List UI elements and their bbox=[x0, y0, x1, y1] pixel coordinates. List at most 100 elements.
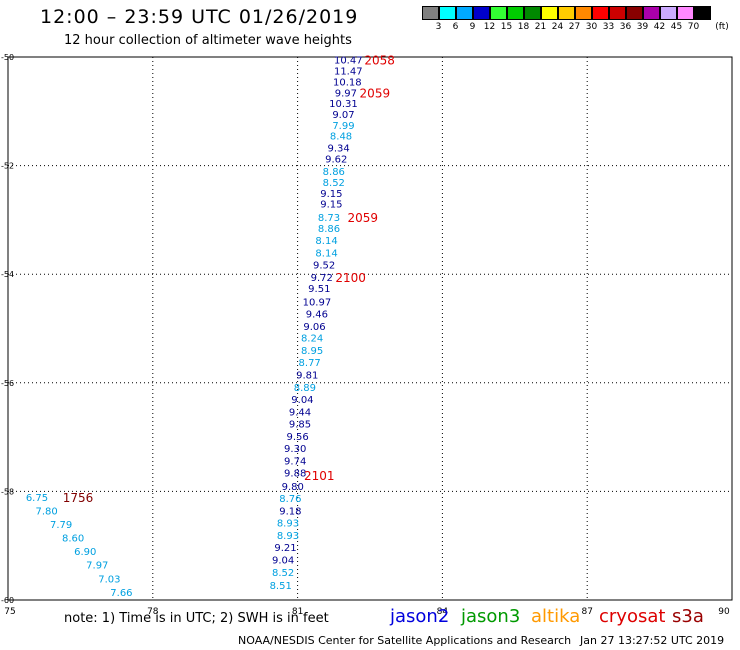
wave-height-point: 9.74 bbox=[284, 456, 306, 467]
scale-swatch bbox=[643, 6, 660, 20]
scale-swatch bbox=[592, 6, 609, 20]
wave-height-point: 9.97 bbox=[335, 88, 357, 99]
wave-height-point: 7.03 bbox=[98, 574, 120, 585]
scale-swatch bbox=[507, 6, 524, 20]
scale-swatch bbox=[490, 6, 507, 20]
wave-height-point: 9.06 bbox=[303, 322, 325, 333]
satellite-legend-item: jason3 bbox=[461, 606, 521, 627]
x-tick-label: 87 bbox=[581, 607, 592, 617]
scale-label: 12 bbox=[483, 22, 496, 32]
chart-title: 12:00 – 23:59 UTC 01/26/2019 bbox=[40, 6, 359, 28]
wave-height-point: 8.24 bbox=[301, 334, 323, 345]
wave-height-point: 8.93 bbox=[277, 518, 299, 529]
x-tick-label: 81 bbox=[292, 607, 303, 617]
scale-label: 3 bbox=[435, 22, 442, 32]
scale-swatch bbox=[439, 6, 456, 20]
scale-label: 36 bbox=[619, 22, 632, 32]
y-tick-label: -54 bbox=[1, 270, 14, 279]
scale-label: 24 bbox=[551, 22, 564, 32]
wave-height-point: 9.62 bbox=[325, 155, 347, 166]
wave-height-point: 9.15 bbox=[320, 189, 342, 200]
wave-height-point: 9.30 bbox=[284, 444, 306, 455]
satellite-legend-item: jason2 bbox=[390, 606, 450, 627]
wave-height-point: 8.60 bbox=[62, 534, 84, 545]
scale-swatch bbox=[456, 6, 473, 20]
wave-height-point: 9.52 bbox=[313, 260, 335, 271]
wave-height-point: 9.85 bbox=[289, 420, 311, 431]
wave-height-point: 10.31 bbox=[329, 99, 358, 110]
scale-swatch bbox=[609, 6, 626, 20]
footnote: note: 1) Time is in UTC; 2) SWH is in fe… bbox=[64, 611, 329, 626]
scale-swatch bbox=[575, 6, 592, 20]
wave-height-point: 8.52 bbox=[272, 568, 294, 579]
wave-height-point: 10.97 bbox=[303, 297, 332, 308]
wave-height-point: 7.97 bbox=[86, 561, 108, 572]
scale-label: 6 bbox=[452, 22, 459, 32]
wave-height-point: 8.86 bbox=[323, 167, 345, 178]
wave-height-point: 9.18 bbox=[279, 506, 301, 517]
chart-subtitle: 12 hour collection of altimeter wave hei… bbox=[64, 33, 352, 48]
y-tick-label: -52 bbox=[1, 162, 14, 171]
wave-height-point: 9.51 bbox=[308, 284, 330, 295]
scale-label: 42 bbox=[653, 22, 666, 32]
x-tick-label: 75 bbox=[4, 607, 15, 617]
scale-swatch bbox=[524, 6, 541, 20]
wave-height-point: 9.72 bbox=[311, 273, 333, 284]
wave-height-point: 9.21 bbox=[274, 543, 296, 554]
wave-height-point: 9.56 bbox=[286, 432, 308, 443]
scale-swatch bbox=[677, 6, 694, 20]
wave-height-point: 7.79 bbox=[50, 520, 72, 531]
scale-swatch bbox=[626, 6, 643, 20]
wave-height-point: 6.75 bbox=[26, 493, 48, 504]
scale-label: 39 bbox=[636, 22, 649, 32]
wave-height-point: 9.04 bbox=[291, 395, 313, 406]
scale-label: 21 bbox=[534, 22, 547, 32]
x-tick-label: 78 bbox=[147, 607, 159, 617]
wave-height-point: 10.18 bbox=[333, 77, 362, 88]
wave-height-point: 8.14 bbox=[315, 236, 337, 247]
pass-time-label: 2059 bbox=[347, 211, 378, 225]
pass-time-label: 2059 bbox=[360, 86, 391, 100]
scale-swatch bbox=[558, 6, 575, 20]
wave-height-point: 8.76 bbox=[279, 494, 301, 505]
wave-height-point: 8.77 bbox=[299, 358, 321, 369]
x-tick-label: 84 bbox=[437, 607, 449, 617]
wave-height-point: 9.34 bbox=[327, 144, 349, 155]
wave-height-point: 10.47 bbox=[334, 56, 363, 67]
scale-label: 15 bbox=[500, 22, 513, 32]
plot-frame bbox=[7, 56, 733, 601]
y-tick-label: -60 bbox=[1, 596, 14, 605]
wave-height-point: 9.04 bbox=[272, 555, 294, 566]
scale-label: 27 bbox=[568, 22, 581, 32]
scale-label: 33 bbox=[602, 22, 615, 32]
y-tick-label: -58 bbox=[1, 487, 14, 496]
pass-time-label: 1756 bbox=[63, 491, 94, 505]
pass-time-label: 2058 bbox=[364, 54, 395, 68]
scale-swatch bbox=[541, 6, 558, 20]
wave-height-point: 8.52 bbox=[323, 178, 345, 189]
wave-height-point: 8.93 bbox=[277, 531, 299, 542]
wave-height-point: 8.48 bbox=[330, 132, 352, 143]
generated-timestamp: Jan 27 13:27:52 UTC 2019 bbox=[580, 634, 725, 647]
wave-height-point: 8.89 bbox=[294, 383, 316, 394]
wave-height-point: 7.99 bbox=[332, 121, 354, 132]
scale-label: 9 bbox=[469, 22, 476, 32]
wave-height-point: 8.95 bbox=[301, 346, 323, 357]
wave-height-point: 9.80 bbox=[282, 482, 304, 493]
wave-height-point: 9.15 bbox=[320, 200, 342, 211]
scale-label: 18 bbox=[517, 22, 530, 32]
y-tick-label: -50 bbox=[1, 53, 14, 62]
x-tick-label: 90 bbox=[718, 607, 730, 617]
satellite-legend-item: altika bbox=[531, 606, 581, 627]
y-tick-label: -56 bbox=[1, 379, 14, 388]
wave-height-point: 9.88 bbox=[284, 468, 306, 479]
wave-height-point: 9.81 bbox=[296, 371, 318, 382]
scale-swatch bbox=[422, 6, 439, 20]
wave-height-point: 8.86 bbox=[318, 224, 340, 235]
scale-swatch bbox=[660, 6, 677, 20]
scale-label: 70 bbox=[687, 22, 700, 32]
satellite-legend-item: cryosat bbox=[599, 606, 666, 627]
wave-height-point: 9.44 bbox=[289, 408, 311, 419]
wave-height-point: 8.73 bbox=[318, 213, 340, 224]
